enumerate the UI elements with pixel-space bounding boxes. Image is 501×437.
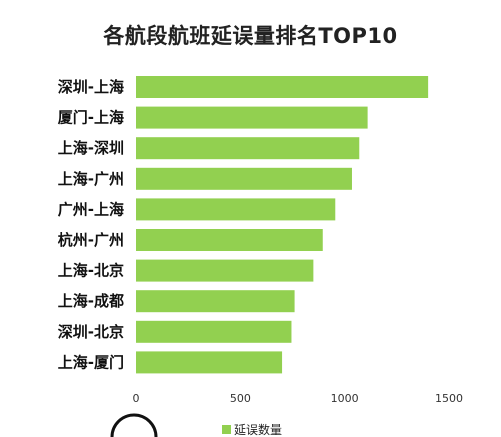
x-axis-ticks: 0 500 1000 1500 <box>133 392 464 405</box>
category-label: 杭州-广州 <box>58 231 124 249</box>
category-labels: 深圳-上海厦门-上海上海-深圳上海-广州广州-上海杭州-广州上海-北京上海-成都… <box>58 78 124 371</box>
x-tick-label: 1500 <box>435 392 463 405</box>
legend-swatch <box>222 425 231 434</box>
category-label: 上海-广州 <box>58 170 124 188</box>
category-label: 深圳-北京 <box>58 323 124 341</box>
category-label: 上海-成都 <box>58 292 124 310</box>
legend: 延误数量 <box>222 422 282 437</box>
category-label: 上海-北京 <box>58 262 124 280</box>
chart-title: 各航段航班延误量排名TOP10 <box>103 24 398 48</box>
x-tick-label: 500 <box>230 392 251 405</box>
bar-6 <box>136 229 323 251</box>
bar-7 <box>136 259 314 282</box>
category-label: 上海-深圳 <box>58 139 124 157</box>
x-tick-label: 1000 <box>331 392 359 405</box>
circle-decoration-icon <box>110 413 158 437</box>
bar-3 <box>136 137 360 160</box>
bar-4 <box>136 167 352 190</box>
x-tick-label: 0 <box>133 392 140 405</box>
category-label: 上海-厦门 <box>58 353 124 371</box>
bar-9 <box>136 320 292 343</box>
category-label: 深圳-上海 <box>58 78 124 96</box>
category-label: 厦门-上海 <box>58 109 124 127</box>
bar-1 <box>136 76 429 98</box>
category-label: 广州-上海 <box>58 200 124 218</box>
bar-10 <box>136 351 283 374</box>
bar-5 <box>136 198 336 221</box>
bar-8 <box>136 290 295 313</box>
legend-label: 延误数量 <box>234 422 282 437</box>
bars-layer <box>136 76 429 374</box>
bar-2 <box>136 106 368 129</box>
